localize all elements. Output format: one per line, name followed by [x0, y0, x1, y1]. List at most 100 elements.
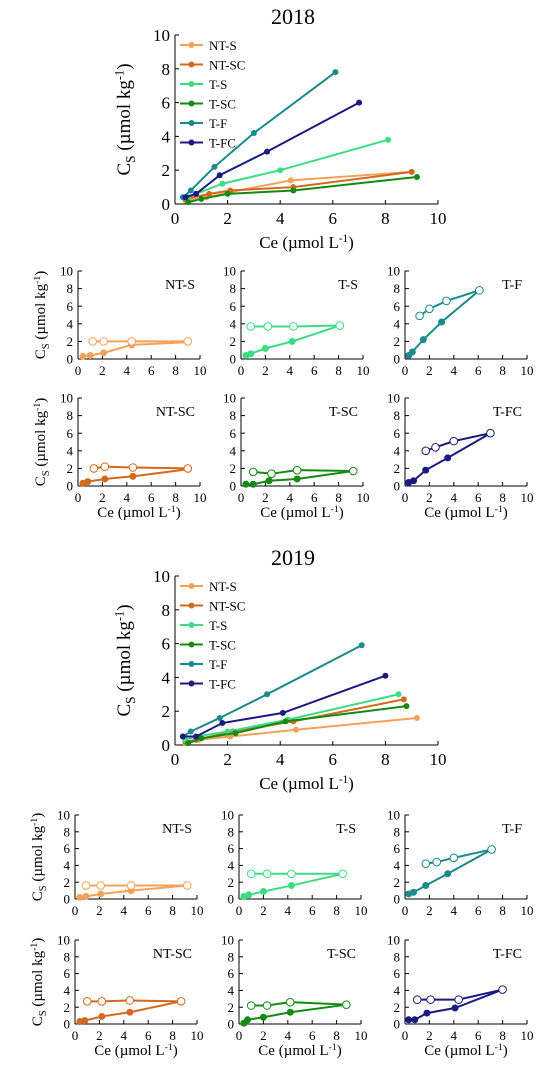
x-tick-label: 2	[426, 363, 433, 378]
x-tick-label: 8	[499, 1028, 506, 1043]
legend-marker-NT-SC	[188, 602, 195, 609]
desorption-line	[425, 432, 491, 452]
x-axis-label: Ce (µmol L-1)	[424, 504, 507, 521]
desorption-point	[125, 996, 135, 1005]
legend-label-T-F: T-F	[209, 116, 227, 131]
panel-label: T-SC	[327, 947, 356, 962]
y-tick-label: 6	[230, 426, 237, 441]
desorption-point	[246, 1001, 256, 1010]
desorption-point	[246, 322, 256, 331]
y-tick-label: 6	[67, 299, 74, 314]
desorption-point	[287, 869, 296, 879]
point-T-F	[187, 728, 194, 735]
y-tick-label: 10	[387, 391, 400, 406]
title-2019: 2019	[271, 545, 315, 570]
y-tick-label: 10	[57, 808, 70, 823]
x-tick-label: 4	[124, 490, 131, 505]
x-tick-label: 2	[262, 490, 269, 505]
point-NT-S	[292, 726, 299, 733]
adsorption-point	[444, 870, 452, 878]
point-T-SC	[232, 730, 239, 737]
x-tick-label: 0	[402, 490, 409, 505]
point-T-SC	[403, 703, 410, 710]
y-tick-label: 10	[387, 933, 400, 948]
point-NT-SC	[400, 696, 407, 703]
y-tick-label: 6	[228, 966, 235, 981]
adsorption-line	[82, 341, 188, 358]
y-tick-label: 4	[228, 858, 235, 873]
y-tick-label: 10	[387, 808, 400, 823]
y-tick-label: 8	[67, 281, 74, 296]
y-tick-label: 4	[162, 668, 171, 687]
desorption-line	[250, 324, 340, 328]
adsorption-point	[293, 475, 301, 483]
adsorption-point	[261, 344, 269, 352]
adsorption-point	[247, 350, 255, 358]
y-tick-label: 4	[230, 443, 237, 458]
x-tick-label: 4	[276, 750, 285, 769]
x-tick-label: 8	[335, 490, 342, 505]
panel-label: T-FC	[493, 405, 522, 420]
x-tick-label: 2	[260, 903, 267, 918]
x-tick-label: 2	[99, 363, 106, 378]
point-T-FC	[279, 709, 286, 716]
x-axis-label: Ce (µmol L-1)	[424, 1042, 507, 1059]
adsorption-point	[242, 480, 250, 488]
adsorption-point	[422, 466, 430, 474]
y-tick-label: 2	[230, 334, 237, 349]
legend-marker-T-SC	[188, 641, 195, 648]
x-axis-label: Ce (µmol L-1)	[259, 774, 354, 793]
point-T-FC	[193, 733, 200, 740]
legend-label-T-SC: T-SC	[209, 638, 236, 653]
x-tick-label: 10	[191, 1028, 204, 1043]
y-tick-label: 0	[67, 479, 74, 494]
chart-main2019: 00 2 2 4 4 6 6 8 8 10 10 NT-S NT-SC T-S T-SC T-F T-FC CS …	[112, 567, 446, 793]
y-tick-label: 2	[67, 461, 74, 476]
y-tick-label: 0	[228, 1017, 235, 1032]
adsorption-point	[288, 337, 296, 345]
x-tick-label: 4	[287, 490, 294, 505]
x-tick-label: 10	[521, 363, 534, 378]
y-axis-label: CS (µmol kg-1)	[29, 938, 49, 1026]
desorption-point	[421, 446, 431, 456]
x-tick-label: 4	[276, 209, 285, 228]
point-T-SC	[224, 190, 231, 197]
point-T-SC	[185, 740, 192, 747]
y-tick-label: 0	[394, 892, 401, 907]
y-tick-label: 6	[394, 841, 401, 856]
y-tick-label: 0	[228, 892, 235, 907]
desorption-point	[335, 321, 345, 330]
x-tick-label: 8	[499, 903, 506, 918]
point-T-SC	[198, 195, 205, 202]
y-tick-label: 6	[64, 841, 71, 856]
y-tick-label: 8	[64, 949, 71, 964]
x-tick-label: 4	[121, 903, 128, 918]
desorption-line	[419, 289, 480, 317]
x-axis-label: Ce (µmol L-1)	[259, 233, 354, 252]
desorption-point	[182, 881, 192, 890]
desorption-point	[267, 469, 276, 478]
adsorption-point	[259, 887, 267, 895]
point-T-SC	[282, 718, 289, 725]
x-tick-label: 0	[171, 750, 180, 769]
desorption-point	[342, 1000, 351, 1009]
desorption-point	[348, 466, 358, 476]
x-tick-label: 0	[402, 1028, 409, 1043]
panel-label: NT-SC	[156, 405, 195, 420]
x-tick-label: 0	[238, 363, 245, 378]
y-tick-label: 2	[228, 875, 235, 890]
desorption-point	[475, 286, 484, 295]
desorption-line	[425, 848, 492, 865]
adsorption-point	[98, 1012, 106, 1020]
legend-label-T-S: T-S	[209, 618, 227, 633]
y-tick-label: 4	[394, 443, 401, 458]
desorption-point	[99, 337, 108, 346]
point-T-S	[224, 728, 231, 735]
y-tick-label: 10	[223, 264, 236, 279]
